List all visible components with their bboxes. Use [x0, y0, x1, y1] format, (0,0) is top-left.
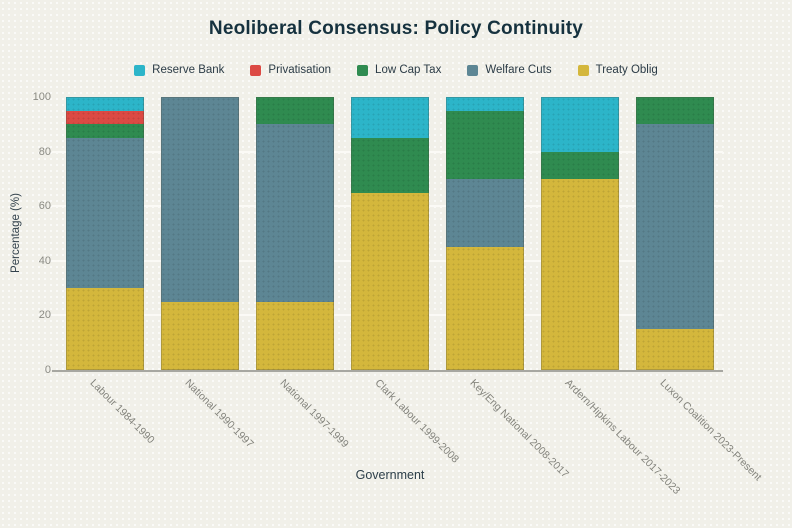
y-tick-label-20: 20: [38, 309, 51, 322]
y-tick-label-80: 80: [38, 145, 51, 158]
bar-segment-reserve-bank: [65, 97, 144, 111]
legend-item-low-cap-tax: Low Cap Tax: [357, 64, 441, 76]
y-axis-label: Percentage (%): [10, 193, 22, 273]
bar-segment-low-cap-tax: [636, 97, 715, 125]
x-tick-label-1: Labour 1984-1990: [87, 377, 157, 447]
bar-segment-low-cap-tax: [255, 97, 334, 125]
bars-container: [57, 97, 723, 370]
legend-label: Treaty Oblig: [595, 64, 658, 76]
x-axis-line: [52, 370, 723, 372]
x-tick-label-4: Clark Labour 1999-2008: [372, 377, 462, 466]
bar-segment-welfare-cuts: [636, 124, 715, 330]
stacked-bar-6: [541, 97, 620, 370]
legend-item-welfare-cuts: Welfare Cuts: [467, 64, 552, 76]
bar-segment-treaty-oblig: [350, 192, 429, 370]
bar-segment-reserve-bank: [350, 97, 429, 138]
legend-label: Privatisation: [268, 64, 332, 76]
bar-segment-reserve-bank: [446, 97, 525, 111]
bar-segment-welfare-cuts: [255, 124, 334, 302]
stacked-bar-1: [65, 97, 144, 370]
bar-segment-treaty-oblig: [636, 329, 715, 370]
y-tick-label-0: 0: [44, 364, 51, 376]
bar-segment-welfare-cuts: [65, 137, 144, 289]
bar-segment-low-cap-tax: [446, 110, 525, 179]
bar-segment-treaty-oblig: [255, 301, 334, 370]
stacked-bar-3: [255, 97, 334, 370]
legend-swatch-icon: [357, 64, 369, 76]
bar-segment-welfare-cuts: [160, 97, 239, 302]
legend: Reserve Bank Privatisation Low Cap Tax Welf…: [0, 64, 792, 76]
stacked-bar-2: [160, 97, 239, 370]
bar-segment-reserve-bank: [541, 97, 620, 152]
legend-label: Reserve Bank: [152, 64, 225, 76]
legend-label: Low Cap Tax: [375, 64, 442, 76]
plot-area: 0 20 40 60 80 100 Labour 1984-1990 National 19…: [33, 91, 765, 497]
bar-segment-privatisation: [65, 110, 144, 125]
stacked-bar-5: [446, 97, 525, 370]
y-tick-label-100: 100: [32, 91, 51, 103]
legend-swatch-icon: [577, 64, 589, 76]
bar-segment-treaty-oblig: [541, 178, 620, 370]
legend-swatch-icon: [250, 64, 262, 76]
bar-segment-treaty-oblig: [160, 301, 239, 370]
legend-swatch-icon: [134, 64, 146, 76]
legend-item-reserve-bank: Reserve Bank: [134, 64, 224, 76]
legend-label: Welfare Cuts: [485, 64, 552, 76]
x-axis-title: Government: [355, 468, 425, 482]
stacked-bar-4: [350, 97, 429, 370]
legend-swatch-icon: [467, 64, 479, 76]
bar-segment-low-cap-tax: [65, 124, 144, 138]
x-tick-label-5: Key/Eng National 2008-2017: [467, 377, 572, 481]
y-tick-label-40: 40: [38, 254, 51, 267]
x-tick-label-3: National 1997-1999: [277, 377, 351, 451]
stacked-bar-7: [636, 97, 715, 370]
legend-item-treaty-oblig: Treaty Oblig: [577, 64, 658, 76]
y-tick-label-60: 60: [38, 200, 51, 213]
bar-segment-treaty-oblig: [446, 247, 525, 370]
chart-title: Neoliberal Consensus: Policy Continuity: [208, 18, 584, 39]
bar-segment-treaty-oblig: [65, 288, 144, 370]
bar-segment-low-cap-tax: [541, 151, 620, 179]
x-tick-label-2: National 1990-1997: [182, 377, 256, 451]
bar-segment-low-cap-tax: [350, 137, 429, 193]
legend-item-privatisation: Privatisation: [250, 64, 331, 76]
bar-segment-welfare-cuts: [446, 178, 525, 248]
